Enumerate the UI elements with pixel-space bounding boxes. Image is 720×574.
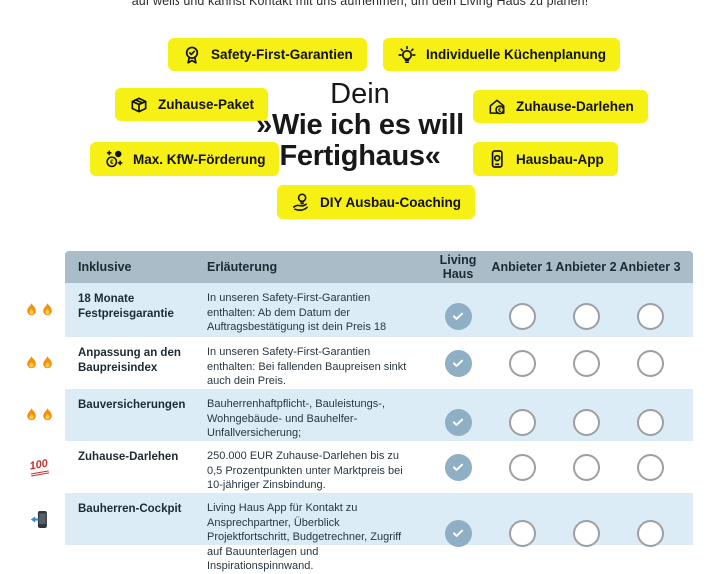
column-header-living-haus: Living Haus [439, 253, 477, 281]
check-cell-anbieter-2 [554, 349, 618, 377]
empty-circle-icon [636, 302, 664, 330]
badge-label: Zuhause-Paket [158, 97, 255, 112]
svg-text:€: € [498, 106, 502, 113]
badge-max-kfw-foerderung: € Max. KfW-Förderung [90, 142, 280, 176]
rosette-badge-icon [182, 45, 202, 65]
table-row: 18 Monate Festpreisgarantie In unseren Sa… [26, 283, 693, 348]
check-cell-anbieter-3 [618, 408, 682, 436]
feature-name: Zuhause-Darlehen [78, 451, 179, 463]
empty-circle-icon [572, 408, 600, 436]
check-cell-anbieter-3 [618, 302, 682, 330]
empty-circle-icon [572, 302, 600, 330]
checked-circle-icon [444, 519, 472, 547]
column-header-anbieter-2: Anbieter 2 [555, 260, 617, 274]
empty-circle-icon [508, 453, 536, 481]
table-row: Bauversicherungen Bauherrenhaftpflicht-, … [26, 389, 693, 454]
check-cell-living-haus [426, 453, 490, 481]
feature-name: Bauherren-Cockpit [78, 503, 182, 515]
fire-fire-emoji [17, 337, 61, 389]
empty-circle-icon [508, 349, 536, 377]
badge-label: Safety-First-Garantien [211, 47, 353, 62]
smartphone-icon [487, 149, 507, 169]
badge-diy-ausbau-coaching: DIY Ausbau-Coaching [277, 185, 476, 219]
check-cell-living-haus [426, 408, 490, 436]
checked-circle-icon [444, 302, 472, 330]
column-header-erlaeuterung: Erläuterung [207, 260, 278, 274]
house-euro-icon: € [487, 97, 507, 117]
badge-label: Hausbau-App [516, 151, 604, 167]
empty-circle-icon [636, 519, 664, 547]
intro-text: auf weiß und kannst Kontakt mit uns aufn… [131, 0, 589, 8]
empty-circle-icon [636, 408, 664, 436]
empty-circle-icon [572, 349, 600, 377]
check-cell-anbieter-3 [618, 349, 682, 377]
column-header-anbieter-1: Anbieter 1 [491, 260, 553, 274]
badge-label: Individuelle Küchenplanung [426, 47, 607, 62]
checked-circle-icon [444, 408, 472, 436]
check-cell-living-haus [426, 519, 490, 547]
fire-fire-emoji [17, 283, 61, 337]
phone-arrow-emoji [17, 493, 61, 545]
table-row: 100 Zuhause-Darlehen 250.000 EUR Zuhause-D… [28, 441, 693, 493]
lightbulb-icon [397, 45, 417, 65]
fire-fire-emoji [17, 389, 61, 441]
table-body: 18 Monate Festpreisgarantie In unseren Sa… [26, 283, 693, 572]
badge-label: Max. KfW-Förderung [133, 151, 266, 167]
check-cell-anbieter-2 [554, 302, 618, 330]
badge-zuhause-paket: Zuhause-Paket [115, 88, 269, 121]
feature-description: In unseren Safety-First-Garantien enthal… [207, 292, 387, 348]
badge-safety-first-garantien: Safety-First-Garantien [168, 38, 367, 71]
feature-description: In unseren Safety-First-Garantien enthal… [207, 346, 407, 388]
feature-name: Bauversicherungen [78, 399, 186, 411]
empty-circle-icon [508, 302, 536, 330]
hero-line-2: »Wie ich es will [256, 109, 464, 141]
check-cell-anbieter-1 [490, 302, 554, 330]
check-cell-living-haus [426, 349, 490, 377]
empty-circle-icon [636, 453, 664, 481]
empty-circle-icon [572, 519, 600, 547]
check-cell-anbieter-1 [490, 349, 554, 377]
coins-icon: € [104, 149, 124, 169]
hundred-emoji: 100 [17, 441, 61, 493]
checked-circle-icon [444, 453, 472, 481]
empty-circle-icon [508, 408, 536, 436]
feature-description: Living Haus App für Kontakt zu Ansprechp… [207, 502, 402, 573]
check-cell-anbieter-3 [618, 519, 682, 547]
badge-hausbau-app: Hausbau-App [473, 142, 618, 176]
check-cell-anbieter-3 [618, 453, 682, 481]
feature-name: 18 Monate Festpreisgarantie [78, 293, 174, 320]
check-cell-anbieter-1 [490, 408, 554, 436]
check-cell-anbieter-2 [554, 453, 618, 481]
badge-zuhause-darlehen: € Zuhause-Darlehen [473, 90, 648, 123]
feature-description: 250.000 EUR Zuhause-Darlehen bis zu 0,5 … [207, 450, 403, 492]
comparison-table: Inklusive Erläuterung Living Haus Anbiet… [26, 251, 693, 572]
check-cell-anbieter-1 [490, 453, 554, 481]
empty-circle-icon [636, 349, 664, 377]
check-cell-anbieter-2 [554, 408, 618, 436]
table-row: Anpassung an den Baupreisindex In unseren… [26, 337, 693, 389]
badge-individuelle-kuechenplanung: Individuelle Küchenplanung [383, 38, 621, 71]
package-icon [129, 95, 149, 115]
hero-line-3: Fertighaus« [279, 140, 441, 172]
column-header-inklusive: Inklusive [78, 260, 132, 274]
svg-text:€: € [110, 159, 114, 166]
table-header-row: Inklusive Erläuterung Living Haus Anbiet… [65, 251, 693, 283]
checked-circle-icon [444, 349, 472, 377]
empty-circle-icon [572, 453, 600, 481]
column-header-anbieter-3: Anbieter 3 [619, 260, 681, 274]
feature-name: Anpassung an den Baupreisindex [78, 347, 181, 374]
check-cell-anbieter-2 [554, 519, 618, 547]
empty-circle-icon [508, 519, 536, 547]
hand-lightbulb-icon [291, 192, 311, 212]
table-row: Bauherren-Cockpit Living Haus App für Kon… [30, 493, 693, 572]
hero-line-1: Dein [330, 78, 390, 110]
check-cell-living-haus [426, 302, 490, 330]
check-cell-anbieter-1 [490, 519, 554, 547]
badge-label: Zuhause-Darlehen [516, 99, 634, 114]
badge-label: DIY Ausbau-Coaching [320, 194, 462, 210]
hero-title: Dein »Wie ich es will Fertighaus« [0, 79, 720, 172]
